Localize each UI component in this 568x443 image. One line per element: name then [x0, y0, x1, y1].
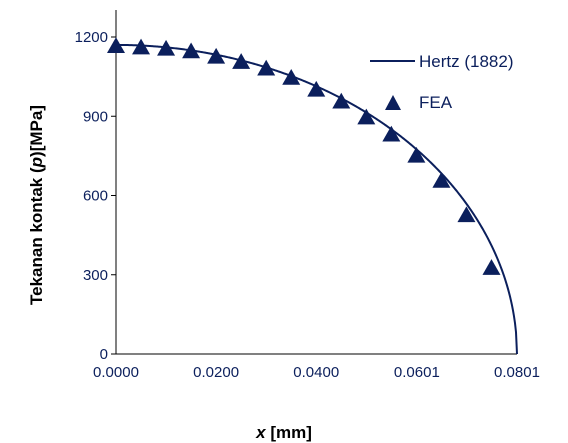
fea-point: [232, 53, 251, 69]
y-tick-label: 0: [100, 346, 108, 363]
fea-point: [307, 80, 326, 97]
legend-hertz-label: Hertz (1882): [419, 52, 513, 71]
legend-fea-label: FEA: [419, 93, 453, 112]
x-axis-title: x [mm]: [255, 423, 312, 442]
y-tick-label: 1200: [75, 29, 108, 46]
fea-point: [132, 38, 151, 55]
y-ticks: 0 300 600 900 1200: [75, 29, 116, 363]
legend: Hertz (1882) FEA: [370, 52, 513, 112]
x-ticks: 0.0000 0.0200 0.0400 0.0601 0.0801: [93, 364, 540, 381]
x-tick-label: 0.0200: [193, 364, 239, 381]
fea-point: [357, 108, 376, 125]
fea-point: [407, 146, 426, 163]
y-axis-prefix: Tekanan kontak (: [27, 167, 46, 305]
y-tick-label: 900: [83, 108, 108, 125]
fea-point: [382, 125, 401, 142]
fea-point: [207, 47, 226, 64]
x-tick-label: 0.0601: [394, 364, 440, 381]
axes: [115, 10, 517, 355]
x-axis-unit: [mm]: [266, 423, 312, 442]
legend-fea-marker: [385, 95, 401, 110]
fea-point: [432, 171, 451, 188]
fea-point: [157, 39, 176, 56]
fea-point: [282, 68, 301, 85]
y-axis-title: Tekanan kontak (p)[MPa]: [27, 105, 46, 305]
fea-point: [482, 259, 501, 275]
x-tick-label: 0.0000: [93, 364, 139, 381]
fea-point: [257, 59, 276, 76]
fea-point: [107, 37, 125, 53]
fea-point: [182, 42, 201, 59]
x-axis-var: x: [255, 423, 267, 442]
fea-point: [457, 206, 476, 223]
fea-series: [107, 37, 501, 275]
y-axis-var: p: [27, 157, 46, 168]
x-tick-label: 0.0801: [494, 364, 540, 381]
y-tick-label: 300: [83, 267, 108, 284]
y-axis-suffix: )[MPa]: [27, 105, 46, 157]
y-tick-label: 600: [83, 188, 108, 205]
fea-point: [332, 92, 351, 109]
x-tick-label: 0.0400: [293, 364, 339, 381]
